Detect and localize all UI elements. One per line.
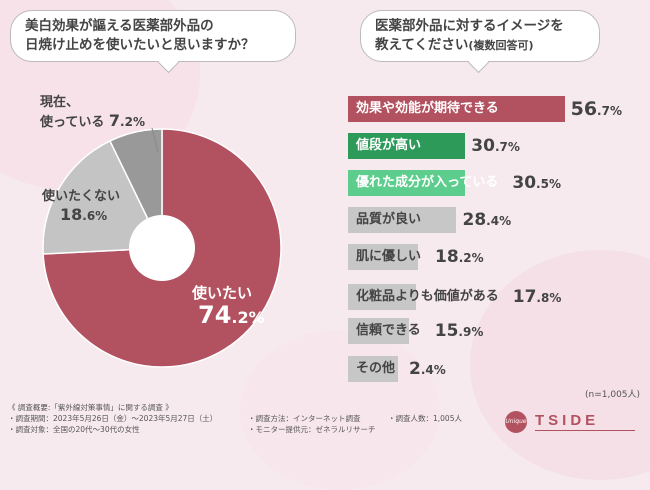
pie-slice bbox=[42, 139, 164, 255]
pie-label-currently-using: 現在、 使っている 7.2% bbox=[40, 94, 145, 132]
logo-underline bbox=[535, 430, 635, 431]
bar bbox=[348, 170, 465, 196]
bar-question-line1: 医薬部外品に対するイメージを bbox=[375, 18, 564, 34]
sample-size-note: (n=1,005人) bbox=[585, 390, 641, 400]
logo-mark: Unique bbox=[505, 411, 527, 433]
pie-label-dont-want: 使いたくない 18.6% bbox=[42, 188, 120, 225]
bar bbox=[348, 207, 457, 233]
pie-question-line2: 日焼け止めを使いたいと思いますか？ bbox=[25, 37, 255, 53]
bar-label: 品質が良い bbox=[356, 212, 422, 227]
pie-value: 7 bbox=[108, 111, 121, 130]
pie-question-bubble: 美白効果が謳える医薬部外品の 日焼け止めを使いたいと思いますか？ bbox=[10, 10, 296, 74]
bar-label: 効果や効能が期待できる bbox=[356, 101, 499, 116]
bar-question-suffix: (複数回答可) bbox=[468, 39, 534, 52]
pie-value-unit: .2% bbox=[120, 115, 145, 129]
bar-value: 30.5% bbox=[512, 173, 561, 193]
bar bbox=[348, 133, 466, 159]
bar-question-line2: 教えてください bbox=[375, 37, 469, 53]
bar bbox=[348, 96, 565, 122]
bar-label: その他 bbox=[356, 361, 396, 376]
pie-label-line: 使いたい bbox=[192, 284, 253, 302]
pie-chart bbox=[42, 127, 282, 368]
pie-label-line: 使っている bbox=[40, 115, 105, 130]
bar bbox=[348, 244, 418, 270]
bar-value: 30.7% bbox=[471, 136, 520, 156]
bar bbox=[348, 356, 398, 382]
pie-value-unit: .2% bbox=[231, 308, 265, 327]
bar-label: 化粧品よりも価値がある bbox=[356, 289, 499, 304]
bar-question-bubble: 医薬部外品に対するイメージを 教えてください(複数回答可) bbox=[360, 10, 600, 74]
pie-value: 18 bbox=[60, 205, 83, 224]
bar-label: 値段が高い bbox=[356, 138, 422, 153]
bar-label: 信頼できる bbox=[356, 323, 421, 338]
pie-label-line: 現在、 bbox=[40, 95, 80, 110]
pie-value: 74 bbox=[198, 301, 232, 329]
bar-value: 2.4% bbox=[409, 359, 446, 379]
pie-center-hole bbox=[129, 215, 195, 281]
survey-overview: 《 調査概要:「紫外線対策事情」に関する調査 》 bbox=[8, 403, 173, 412]
pie-value-unit: .6% bbox=[82, 209, 108, 223]
survey-method: ・調査方法：インターネット調査 bbox=[248, 414, 361, 423]
bar-label: 優れた成分が入っている bbox=[356, 175, 499, 190]
survey-period: ・調査期間：2023年5月26日（金）～2023年5月27日（土） bbox=[8, 414, 218, 423]
survey-target: ・調査対象：全国の20代～30代の女性 bbox=[8, 425, 140, 434]
bar-value: 56.7% bbox=[570, 98, 622, 120]
bar-value: 17.8% bbox=[512, 287, 562, 307]
pie-label-want: 使いたい 74.2% bbox=[192, 282, 265, 329]
logo-text: TSIDE bbox=[535, 412, 600, 429]
bar-value: 15.9% bbox=[434, 321, 484, 341]
brand-logo: Unique TSIDE bbox=[505, 411, 635, 433]
survey-provider: ・モニター提供元：ゼネラルリサーチ bbox=[248, 425, 376, 434]
pie-leader-line bbox=[151, 127, 159, 153]
pie-label-line: 使いたくない bbox=[42, 189, 121, 204]
bar-value: 28.4% bbox=[462, 210, 512, 230]
pie-question-line1: 美白効果が謳える医薬部外品の bbox=[25, 18, 214, 34]
survey-count: ・調査人数：1,005人 bbox=[388, 414, 462, 423]
bar bbox=[348, 284, 416, 310]
bar bbox=[348, 318, 409, 344]
bar-label: 肌に優しい bbox=[356, 249, 422, 264]
bar-value: 18.2% bbox=[435, 247, 484, 267]
